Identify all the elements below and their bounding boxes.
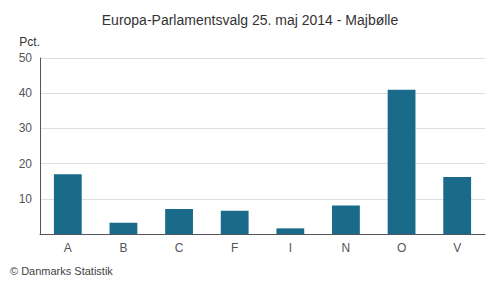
svg-text:B: B	[119, 241, 127, 255]
svg-text:V: V	[453, 241, 461, 255]
svg-text:F: F	[231, 241, 238, 255]
svg-text:Europa-Parlamentsvalg 25. maj: Europa-Parlamentsvalg 25. maj 2014 - Maj…	[102, 12, 399, 28]
svg-text:20: 20	[19, 157, 33, 171]
svg-text:10: 10	[19, 192, 33, 206]
svg-text:30: 30	[19, 121, 33, 135]
svg-text:I: I	[289, 241, 292, 255]
svg-text:N: N	[342, 241, 351, 255]
svg-text:A: A	[64, 241, 72, 255]
svg-text:40: 40	[19, 86, 33, 100]
svg-text:© Danmarks Statistik: © Danmarks Statistik	[10, 265, 113, 277]
svg-text:O: O	[397, 241, 406, 255]
svg-text:Pct.: Pct.	[19, 35, 40, 49]
svg-text:50: 50	[19, 51, 33, 65]
svg-text:C: C	[175, 241, 184, 255]
